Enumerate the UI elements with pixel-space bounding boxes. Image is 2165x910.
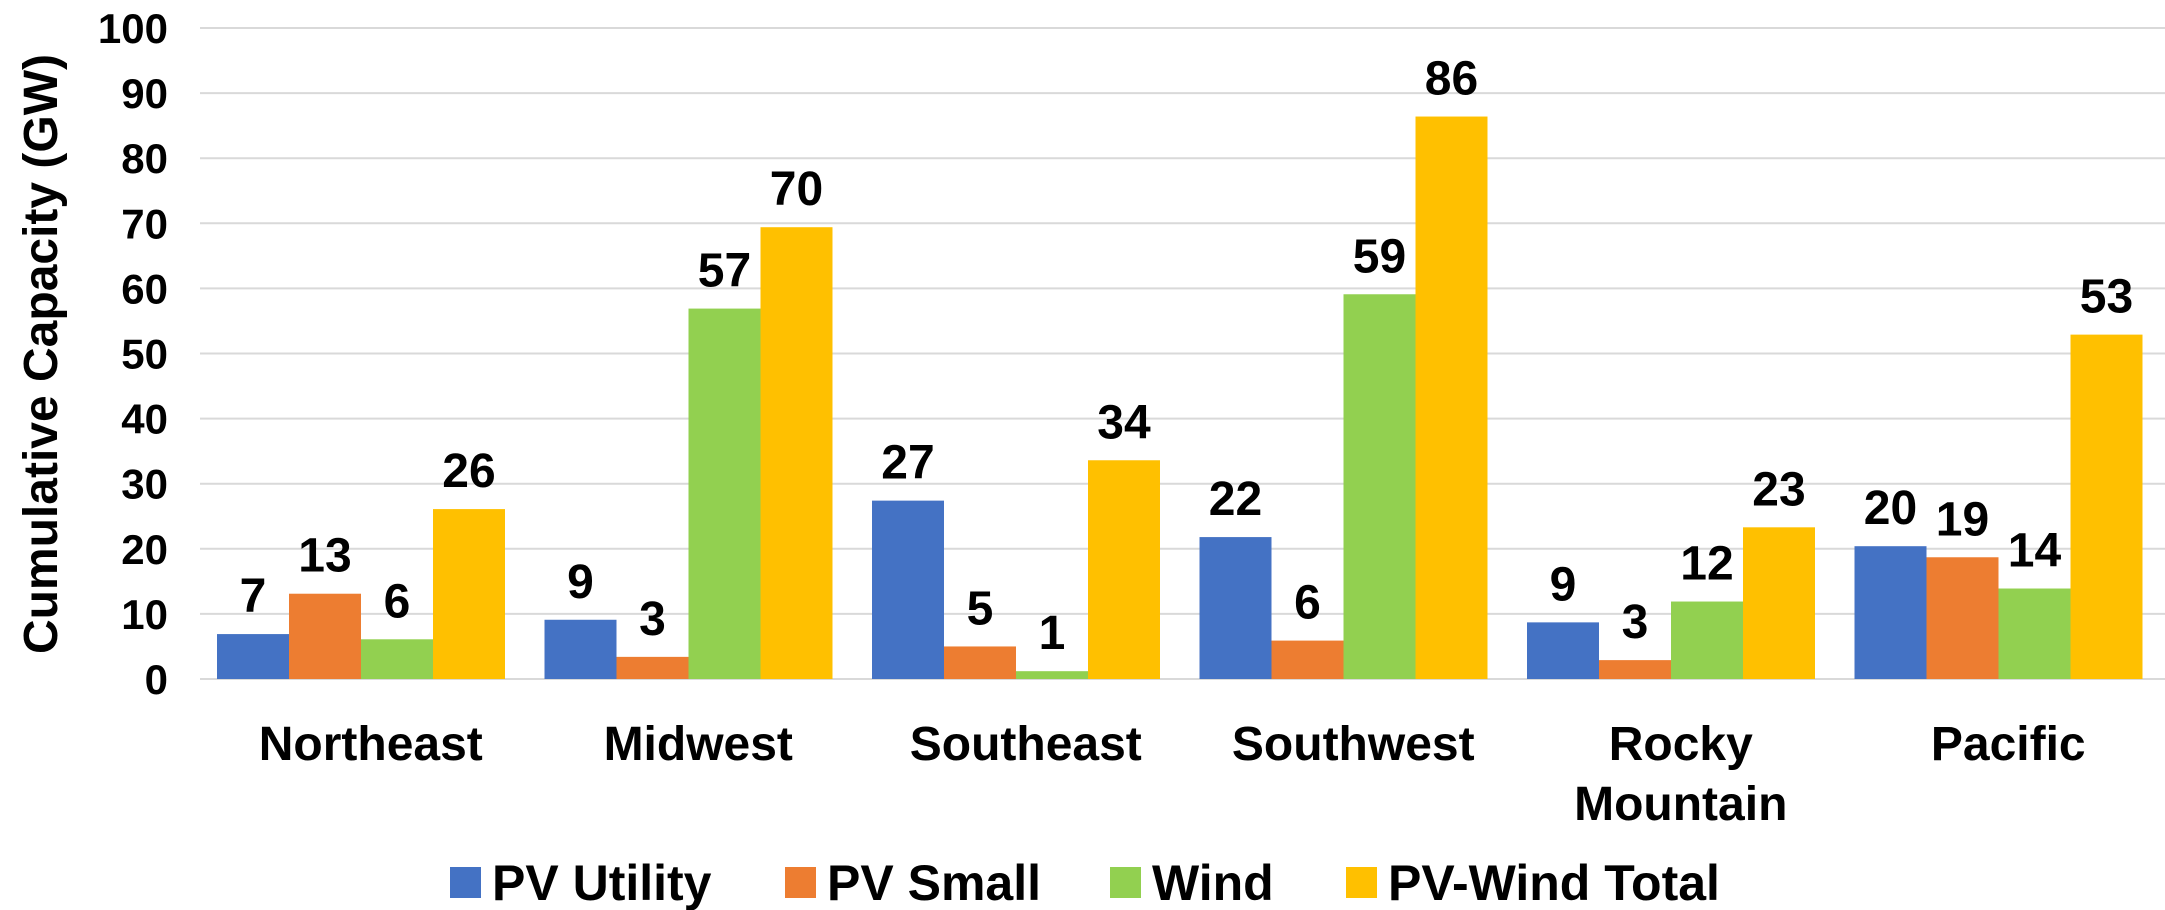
- x-category-label: Southwest: [1232, 718, 1475, 771]
- y-tick-label: 70: [121, 200, 168, 247]
- bar-wind: [688, 308, 761, 679]
- legend-label: Wind: [1152, 855, 1274, 910]
- data-label: 20: [1864, 482, 1917, 535]
- bar-pv-utility: [1527, 622, 1599, 679]
- bar-pv-small: [1926, 557, 1999, 679]
- data-label: 3: [639, 593, 666, 646]
- bar-wind: [1016, 671, 1088, 679]
- bar-wind: [1998, 588, 2071, 679]
- data-label: 27: [881, 437, 934, 490]
- bar-pv-small: [1599, 660, 1671, 679]
- data-label: 6: [1294, 577, 1321, 630]
- legend-label: PV Utility: [492, 855, 712, 910]
- data-label: 6: [384, 575, 411, 628]
- bar-wind: [1343, 294, 1416, 679]
- x-category-label: Northeast: [259, 718, 483, 771]
- legend-swatch: [1346, 867, 1377, 898]
- y-tick-label: 100: [98, 5, 168, 52]
- data-label: 9: [567, 556, 594, 609]
- bar-pv-wind-total: [760, 227, 833, 679]
- y-tick-label: 80: [121, 135, 168, 182]
- data-label: 12: [1680, 538, 1733, 591]
- y-axis-ticks: 0 10 20 30 40 50 60 70 80 90 100: [98, 5, 168, 703]
- y-tick-label: 20: [121, 526, 168, 573]
- bar-pv-wind-total: [1088, 460, 1160, 679]
- bar-pv-utility: [544, 619, 617, 679]
- gridlines: [200, 27, 2165, 680]
- y-tick-label: 0: [145, 656, 168, 703]
- y-tick-label: 60: [121, 265, 168, 312]
- y-tick-label: 10: [121, 591, 168, 638]
- bar-pv-utility: [872, 500, 944, 679]
- x-category-label: Midwest: [604, 718, 793, 771]
- y-tick-label: 40: [121, 396, 168, 443]
- data-label: 23: [1752, 463, 1805, 516]
- bar-pv-small: [289, 593, 361, 679]
- data-label: 13: [298, 530, 351, 583]
- bar-pv-wind-total: [1415, 116, 1488, 679]
- x-axis-categories: Northeast Midwest Southeast Southwest Rocky M…: [259, 718, 2086, 831]
- legend-swatch: [1110, 867, 1141, 898]
- data-label: 1: [1039, 607, 1066, 660]
- x-category-label: Southeast: [910, 718, 1142, 771]
- y-tick-label: 50: [121, 331, 168, 378]
- data-label: 59: [1353, 230, 1406, 283]
- bar-pv-utility: [217, 634, 289, 679]
- data-label: 7: [240, 570, 267, 623]
- legend-label: PV Small: [827, 855, 1041, 910]
- bar-wind: [361, 639, 433, 679]
- bar-pv-small: [944, 646, 1016, 679]
- legend-swatch: [450, 867, 481, 898]
- data-label: 5: [967, 582, 994, 635]
- bar-pv-utility: [1199, 537, 1272, 679]
- data-label: 34: [1097, 396, 1151, 449]
- data-label: 70: [770, 163, 823, 216]
- data-label: 57: [698, 245, 751, 298]
- y-tick-label: 30: [121, 461, 168, 508]
- legend-label: PV-Wind Total: [1388, 855, 1720, 910]
- legend-swatch: [785, 867, 816, 898]
- bar-pv-small: [616, 656, 689, 679]
- y-axis-title: Cumulative Capacity (GW): [15, 54, 68, 654]
- data-label: 9: [1550, 558, 1577, 611]
- bars: [217, 116, 2143, 679]
- bar-pv-small: [1271, 640, 1344, 679]
- data-label: 53: [2080, 271, 2133, 324]
- y-tick-label: 90: [121, 70, 168, 117]
- data-label: 14: [2008, 525, 2062, 578]
- bar-pv-wind-total: [1743, 527, 1815, 679]
- data-label: 19: [1936, 493, 1989, 546]
- bar-wind: [1671, 601, 1743, 679]
- legend: PV Utility PV Small Wind PV-Wind Total: [450, 855, 1720, 910]
- x-category-label: Rocky Mountain: [1574, 718, 1787, 831]
- bar-pv-wind-total: [433, 509, 505, 679]
- data-label: 22: [1209, 473, 1262, 526]
- data-label: 26: [442, 445, 495, 498]
- bar-pv-wind-total: [2070, 334, 2143, 679]
- x-category-label: Pacific: [1931, 718, 2086, 771]
- data-label: 3: [1622, 596, 1649, 649]
- data-label: 86: [1425, 53, 1478, 106]
- bar-pv-utility: [1854, 546, 1927, 679]
